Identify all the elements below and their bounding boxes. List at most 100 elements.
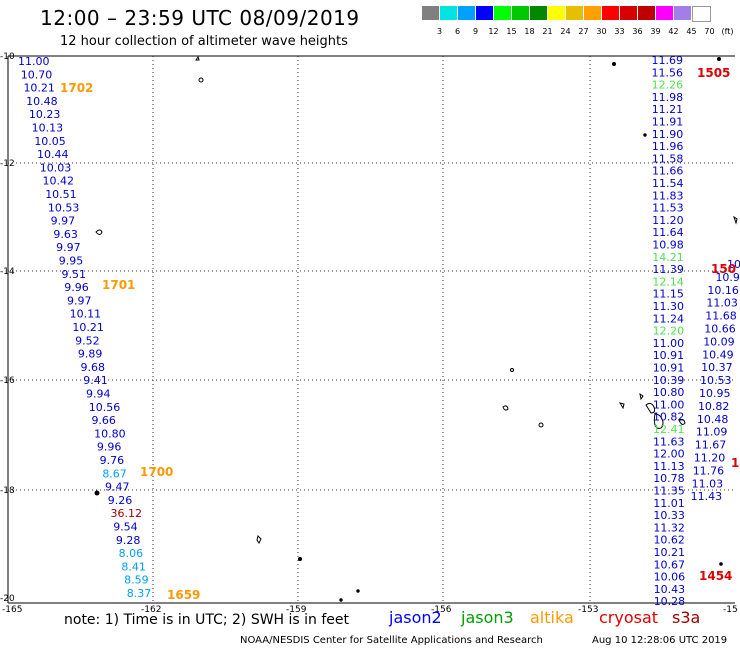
page-title: 12:00 – 23:59 UTC 08/09/2019 xyxy=(40,6,360,30)
island-outlines xyxy=(94,55,738,602)
color-scale-label: 3 xyxy=(436,27,443,36)
footnote: note: 1) Time is in UTC; 2) SWH is in fe… xyxy=(64,612,350,628)
color-swatch xyxy=(512,6,529,20)
island-outline xyxy=(298,557,302,561)
wave-height-value: 10.48 xyxy=(26,95,58,108)
wave-height-value: 12.14 xyxy=(652,275,684,288)
satellite-legend-item: s3a xyxy=(672,608,701,627)
wave-height-value: 9.41 xyxy=(83,374,108,387)
latitude-tick-label: -12 xyxy=(0,159,15,169)
wave-height-value: 10.21 xyxy=(72,321,104,334)
wave-height-value: 14.21 xyxy=(652,251,684,264)
wave-height-value: 11.66 xyxy=(652,165,684,178)
page-subtitle: 12 hour collection of altimeter wave hei… xyxy=(60,34,348,49)
island-outline xyxy=(653,413,664,429)
wave-height-value: 11.09 xyxy=(696,426,728,439)
longitude-tick-label: -153 xyxy=(578,605,598,615)
wave-height-value: 11.32 xyxy=(653,521,685,534)
pass-time-labels: 1702 1701 1700 1659 1505 150 1454 15 xyxy=(60,66,740,602)
wave-height-value: 11.76 xyxy=(693,464,725,477)
wave-height-value: 11.39 xyxy=(652,263,684,276)
color-scale-label: 9 xyxy=(472,27,479,36)
wave-height-value: 8.06 xyxy=(119,547,144,560)
wave-height-value: 10.9 xyxy=(715,271,740,284)
wave-height-value: 10.51 xyxy=(45,188,76,201)
wave-height-value: 10.13 xyxy=(32,122,63,135)
wave-height-value: 10.23 xyxy=(29,108,60,121)
wave-height-value: 9.28 xyxy=(116,534,141,547)
island-outline xyxy=(95,229,103,235)
color-swatch xyxy=(458,6,475,20)
wave-height-value: 9.76 xyxy=(100,454,125,467)
wave-height-value: 10.56 xyxy=(89,401,121,414)
island-outline xyxy=(645,402,656,414)
satellite-legend-item: jason3 xyxy=(461,608,514,627)
wave-height-value: 12.26 xyxy=(652,79,684,92)
island-outline xyxy=(717,57,721,61)
island-outline xyxy=(639,392,644,401)
wave-height-value: 10.82 xyxy=(698,400,730,413)
generation-timestamp: Aug 10 12:28:06 UTC 2019 xyxy=(592,635,728,646)
wave-height-value: 10.28 xyxy=(654,595,686,608)
wave-height-value: 11.69 xyxy=(652,54,684,67)
color-scale-label: 15 xyxy=(506,27,517,36)
color-scale-label: (ft) xyxy=(721,27,734,36)
wave-height-value: 12.00 xyxy=(653,448,685,461)
wave-height-value: 12.41 xyxy=(653,423,685,436)
color-scale-label: 27 xyxy=(578,27,589,36)
pass-time-label: 1700 xyxy=(140,465,173,479)
wave-height-value: 9.68 xyxy=(81,361,106,374)
wave-height-value: 10.80 xyxy=(94,427,126,440)
color-scale-label: 33 xyxy=(614,27,625,36)
longitude-tick-label: -162 xyxy=(141,605,161,615)
wave-height-value: 10.09 xyxy=(703,335,735,348)
wave-height-value: 11.68 xyxy=(705,310,737,323)
longitude-tick-label: -159 xyxy=(286,605,307,615)
wave-height-value: 9.89 xyxy=(78,348,103,361)
wave-height-value: 10.53 xyxy=(48,201,80,214)
wave-height-value: 11.35 xyxy=(653,485,685,498)
wave-height-value: 11.00 xyxy=(653,337,685,350)
color-swatch xyxy=(548,6,565,20)
color-scale-label: 6 xyxy=(454,27,461,36)
wave-height-value: 8.41 xyxy=(121,560,146,573)
latitude-tick-label: -18 xyxy=(0,486,15,496)
color-scale-label: 30 xyxy=(596,27,607,36)
wave-height-value: 10.21 xyxy=(23,82,55,95)
wave-height-value: 11.90 xyxy=(652,128,684,141)
wave-height-value: 10.05 xyxy=(34,135,66,148)
color-swatch xyxy=(674,6,691,20)
color-scale-label: 24 xyxy=(560,27,571,36)
wave-height-value: 11.20 xyxy=(694,452,726,465)
wave-height-value: 11.01 xyxy=(653,497,685,510)
wave-height-value: 10.43 xyxy=(654,583,686,596)
wave-height-value: 11.54 xyxy=(652,177,684,190)
wave-height-value: 10.82 xyxy=(653,411,685,424)
wave-height-value: 10.39 xyxy=(653,374,685,387)
wave-height-value: 11.03 xyxy=(706,297,738,310)
pass-time-label: 1701 xyxy=(102,278,135,292)
color-scale-label: 21 xyxy=(542,27,553,36)
pass-time-label: 15 xyxy=(731,456,740,470)
wave-height-value: 10.70 xyxy=(21,68,53,81)
wave-height-value: 11.98 xyxy=(652,91,684,104)
wave-height-value: 10.62 xyxy=(653,534,685,547)
wave-height-value: 9.51 xyxy=(62,268,87,281)
wave-height-value: 10.67 xyxy=(654,558,686,571)
longitude-tick-label: -165 xyxy=(2,605,22,615)
island-outline xyxy=(339,598,343,602)
island-outline xyxy=(94,490,100,496)
wave-height-value: 10.06 xyxy=(654,571,686,584)
wave-height-value: 10.48 xyxy=(697,413,729,426)
satellite-legend-item: jason2 xyxy=(389,608,442,627)
island-outline xyxy=(612,62,616,66)
wave-height-value: 11.91 xyxy=(652,116,684,129)
wave-height-value: 11.03 xyxy=(692,477,724,490)
island-outline xyxy=(502,405,509,411)
island-outline xyxy=(678,418,686,425)
wave-height-value: 10.91 xyxy=(653,349,685,362)
satellite-legend-item: altika xyxy=(530,608,574,627)
wave-height-value: 11.63 xyxy=(653,435,685,448)
wave-height-value: 10.98 xyxy=(652,239,684,252)
color-swatch xyxy=(692,6,711,22)
